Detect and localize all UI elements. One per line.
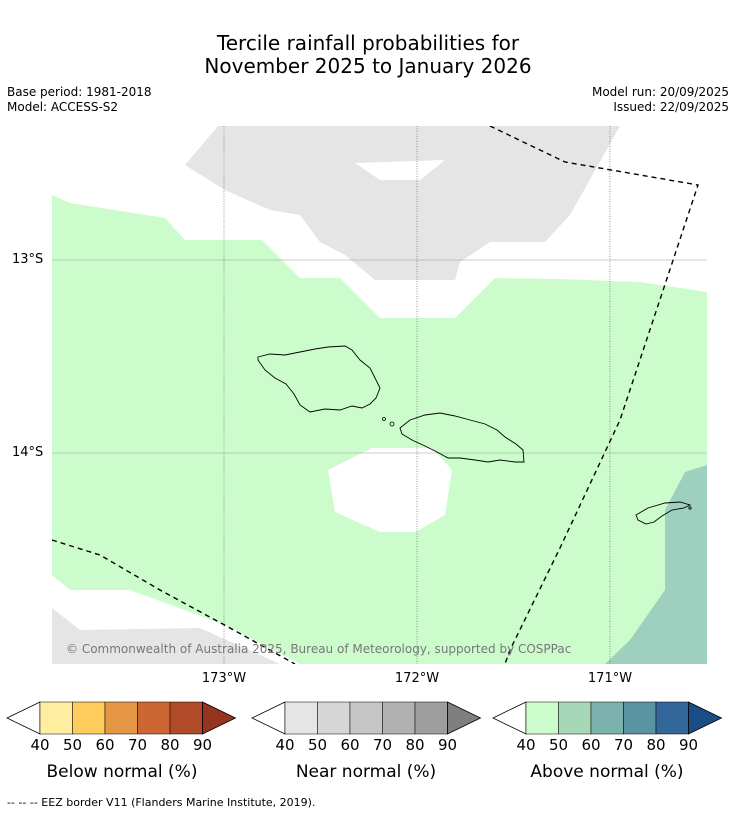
- eez-border-west: [52, 539, 296, 664]
- near-legend-tick: 80: [405, 736, 425, 754]
- above-legend-tick: 90: [678, 736, 699, 754]
- tutuila-island: [635, 501, 692, 525]
- below-colorbar-max-arrow: [202, 701, 237, 735]
- legend-title-above: Above normal (%): [530, 762, 684, 782]
- below-legend-tick: 80: [160, 736, 180, 754]
- below-legend-tick: 60: [95, 736, 115, 754]
- above-colorbar-min-arrow: [492, 701, 527, 735]
- near-colorbar-segment: [284, 701, 318, 735]
- near-normal-region-hole: [355, 160, 445, 180]
- lon-label-172w: 172°W: [394, 671, 440, 686]
- near-legend-tick: 40: [275, 736, 295, 754]
- base-period-text: Base period: 1981-2018: [7, 85, 152, 99]
- below-colorbar-segment: [39, 701, 73, 735]
- issued-text: Issued: 22/09/2025: [613, 100, 729, 114]
- near-colorbar-max-arrow: [447, 701, 482, 735]
- above-normal-region-40: [52, 195, 707, 664]
- below-colorbar-min-arrow: [6, 701, 41, 735]
- lon-label-173w: 173°W: [201, 671, 247, 686]
- legend-near-normal: [251, 701, 482, 735]
- lat-label-13s: 13°S: [12, 252, 44, 267]
- near-normal-region-bottom: [52, 608, 280, 664]
- legend-title-below: Below normal (%): [46, 762, 198, 782]
- above-colorbar-segment: [558, 701, 592, 735]
- near-legend-tick: 50: [307, 736, 328, 754]
- legend-below-normal: [6, 701, 237, 735]
- above-colorbar-max-arrow: [688, 701, 723, 735]
- map-title-line-2: November 2025 to January 2026: [204, 54, 532, 78]
- map-title-line-1: Tercile rainfall probabilities for: [216, 31, 520, 55]
- below-colorbar-segment: [137, 701, 171, 735]
- below-colorbar-segment: [72, 701, 106, 735]
- upolu-island: [399, 412, 525, 463]
- eez-border-east: [489, 126, 699, 664]
- lat-label-14s: 14°S: [12, 445, 44, 460]
- near-colorbar-segment: [349, 701, 383, 735]
- above-legend-tick: 40: [516, 736, 536, 754]
- below-colorbar-segment: [104, 701, 138, 735]
- islet-apolima: [382, 417, 386, 421]
- below-legend-tick: 90: [192, 736, 213, 754]
- islet-aunuu: [688, 506, 692, 510]
- above-legend-tick: 50: [548, 736, 569, 754]
- near-colorbar-segment: [414, 701, 448, 735]
- lon-label-171w: 171°W: [587, 671, 633, 686]
- below-legend-tick: 50: [62, 736, 83, 754]
- legend-above-normal: [492, 701, 723, 735]
- near-colorbar-min-arrow: [251, 701, 286, 735]
- above-colorbar-segment: [525, 701, 559, 735]
- legend-title-near: Near normal (%): [295, 762, 437, 782]
- above-legend-tick: 70: [613, 736, 634, 754]
- above-colorbar-segment: [655, 701, 689, 735]
- model-run-text: Model run: 20/09/2025: [591, 85, 729, 99]
- above-legend-tick: 80: [646, 736, 666, 754]
- near-legend-tick: 90: [437, 736, 458, 754]
- above-colorbar-segment: [590, 701, 624, 735]
- near-legend-tick: 60: [340, 736, 360, 754]
- below-colorbar-segment: [169, 701, 203, 735]
- above-normal-region-60: [605, 465, 707, 664]
- metadata-right: Model run: 20/09/2025 Issued: 22/09/2025: [592, 85, 729, 115]
- near-legend-tick: 70: [372, 736, 393, 754]
- savaii-island: [257, 345, 381, 413]
- normal-blank-region: [328, 448, 452, 532]
- metadata-left: Base period: 1981-2018 Model: ACCESS-S2: [7, 85, 152, 115]
- model-text: Model: ACCESS-S2: [7, 100, 119, 114]
- above-legend-tick: 60: [581, 736, 601, 754]
- copyright-notice: © Commonwealth of Australia 2025, Bureau…: [66, 642, 572, 656]
- near-normal-region-top: [185, 126, 620, 280]
- near-colorbar-segment: [382, 701, 416, 735]
- below-legend-tick: 70: [127, 736, 148, 754]
- eez-footnote: -- -- -- EEZ border V11 (Flanders Marine…: [7, 796, 316, 809]
- islet-manono: [389, 421, 395, 427]
- near-colorbar-segment: [317, 701, 351, 735]
- below-legend-tick: 40: [30, 736, 50, 754]
- above-colorbar-segment: [623, 701, 657, 735]
